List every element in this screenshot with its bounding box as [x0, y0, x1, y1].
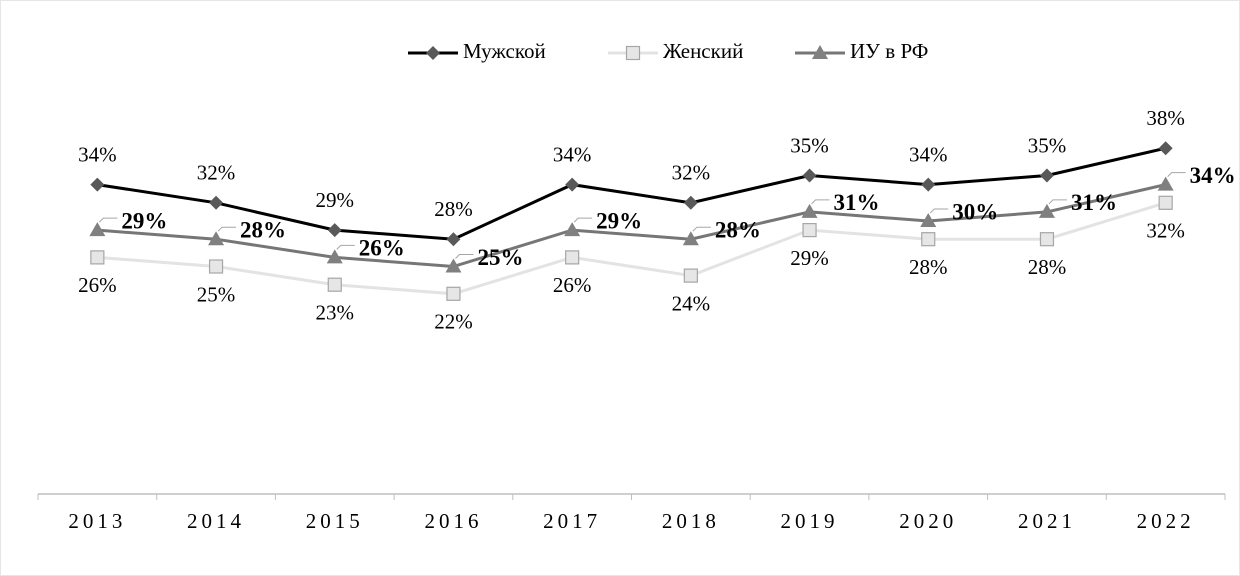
legend-label: Мужской [463, 39, 546, 63]
x-tick-label: 2018 [662, 509, 720, 533]
marker [801, 203, 818, 218]
data-label: 32% [1146, 219, 1185, 243]
data-label: 34% [909, 142, 948, 166]
data-label: 29% [121, 208, 167, 233]
marker [326, 249, 343, 264]
marker [445, 258, 462, 273]
marker [683, 195, 698, 210]
x-tick-label: 2022 [1137, 509, 1195, 533]
marker [327, 277, 342, 292]
marker [921, 232, 936, 247]
series-line [97, 201, 1167, 296]
marker [209, 195, 224, 210]
data-label: 25% [477, 245, 523, 270]
data-label: 28% [909, 255, 948, 279]
marker [1157, 176, 1174, 191]
data-label: 29% [596, 208, 642, 233]
label-leader [692, 226, 711, 232]
x-tick-label: 2020 [899, 509, 957, 533]
marker [327, 223, 342, 238]
data-label: 24% [672, 291, 711, 315]
label-leader [811, 199, 830, 205]
marker [1158, 141, 1173, 156]
label-leader [98, 217, 118, 223]
marker [565, 177, 580, 192]
x-tick-label: 2021 [1018, 509, 1076, 533]
data-label: 28% [434, 197, 473, 221]
x-tick-label: 2015 [306, 509, 364, 533]
data-label: 29% [316, 188, 355, 212]
legend-marker [812, 45, 828, 59]
label-leader [217, 226, 237, 232]
marker [564, 222, 581, 237]
label-leader [573, 217, 593, 223]
x-tick-label: 2013 [68, 509, 126, 533]
marker [1038, 203, 1055, 218]
data-label: 26% [78, 273, 117, 297]
series-line [97, 146, 1166, 241]
marker [565, 250, 580, 265]
data-label: 25% [197, 282, 236, 306]
marker [921, 177, 936, 192]
x-tick-label: 2017 [543, 509, 601, 533]
marker [446, 286, 461, 301]
marker [1039, 168, 1054, 183]
data-label: 26% [553, 273, 592, 297]
data-label: 22% [434, 310, 473, 334]
marker [90, 177, 105, 192]
data-label: 28% [240, 217, 286, 242]
legend-marker [426, 46, 440, 60]
marker [446, 232, 461, 247]
marker [1039, 232, 1055, 247]
label-leader [336, 244, 355, 250]
data-label: 28% [1028, 255, 1067, 279]
marker [802, 168, 817, 183]
legend-label: ИУ в РФ [850, 39, 928, 63]
x-tick-label: 2014 [187, 509, 245, 533]
marker [208, 259, 224, 274]
label-leader [1167, 172, 1186, 177]
data-label: 29% [790, 246, 829, 270]
marker [208, 231, 225, 246]
x-tick-label: 2016 [424, 509, 482, 533]
legend-label: Женский [663, 39, 743, 63]
marker [802, 223, 817, 238]
marker [90, 250, 105, 265]
x-tick-label: 2019 [781, 509, 839, 533]
data-label: 30% [952, 199, 998, 224]
data-label: 35% [790, 133, 829, 157]
marker [89, 222, 106, 237]
label-leader [929, 208, 949, 214]
data-label: 31% [1071, 190, 1117, 215]
data-label: 34% [553, 142, 592, 166]
data-label: 32% [672, 161, 711, 185]
data-label: 28% [715, 217, 761, 242]
data-label: 23% [316, 301, 355, 325]
data-label: 31% [834, 190, 880, 215]
series-line [97, 183, 1166, 269]
data-label: 32% [197, 161, 236, 185]
label-leader [1048, 199, 1067, 205]
data-label: 38% [1146, 106, 1185, 130]
legend-marker [625, 45, 641, 61]
data-label: 26% [359, 236, 405, 261]
data-label: 34% [1190, 163, 1236, 188]
marker [682, 231, 699, 246]
marker [1158, 195, 1173, 210]
marker [920, 213, 937, 227]
marker [683, 268, 698, 283]
data-label: 35% [1028, 133, 1067, 157]
data-label: 34% [78, 142, 117, 166]
label-leader [455, 254, 474, 259]
